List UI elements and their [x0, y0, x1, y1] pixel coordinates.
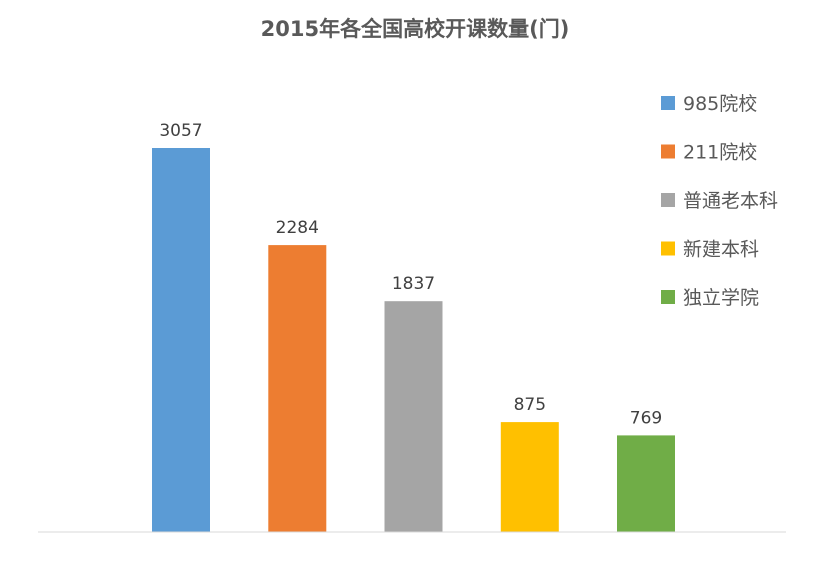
legend-label-1: 985院校 — [683, 93, 757, 115]
legend-swatch-5 — [661, 290, 675, 304]
legend-label-3: 普通老本科 — [683, 190, 778, 212]
data-label-1: 3057 — [159, 121, 202, 141]
bar-5 — [617, 435, 675, 532]
legend-label-2: 211院校 — [683, 142, 757, 164]
data-label-3: 1837 — [392, 274, 435, 294]
bar-1 — [152, 148, 210, 532]
data-label-5: 769 — [630, 408, 662, 428]
legend-swatch-3 — [661, 193, 675, 207]
legend-label-4: 新建本科 — [683, 239, 759, 261]
bar-4 — [500, 422, 559, 532]
legend-swatch-1 — [661, 96, 675, 110]
bars-group — [152, 148, 675, 532]
data-label-2: 2284 — [276, 218, 319, 238]
chart-title: 2015年各全国高校开课数量(门) — [261, 17, 570, 41]
legend-swatch-4 — [661, 241, 675, 256]
bar-3 — [384, 301, 443, 532]
bar-2 — [268, 245, 327, 532]
data-label-4: 875 — [514, 395, 546, 415]
legend-label-5: 独立学院 — [683, 287, 759, 309]
legend-swatch-2 — [661, 144, 675, 159]
data-labels-group: 3057 2284 1837 875 769 — [159, 121, 662, 428]
